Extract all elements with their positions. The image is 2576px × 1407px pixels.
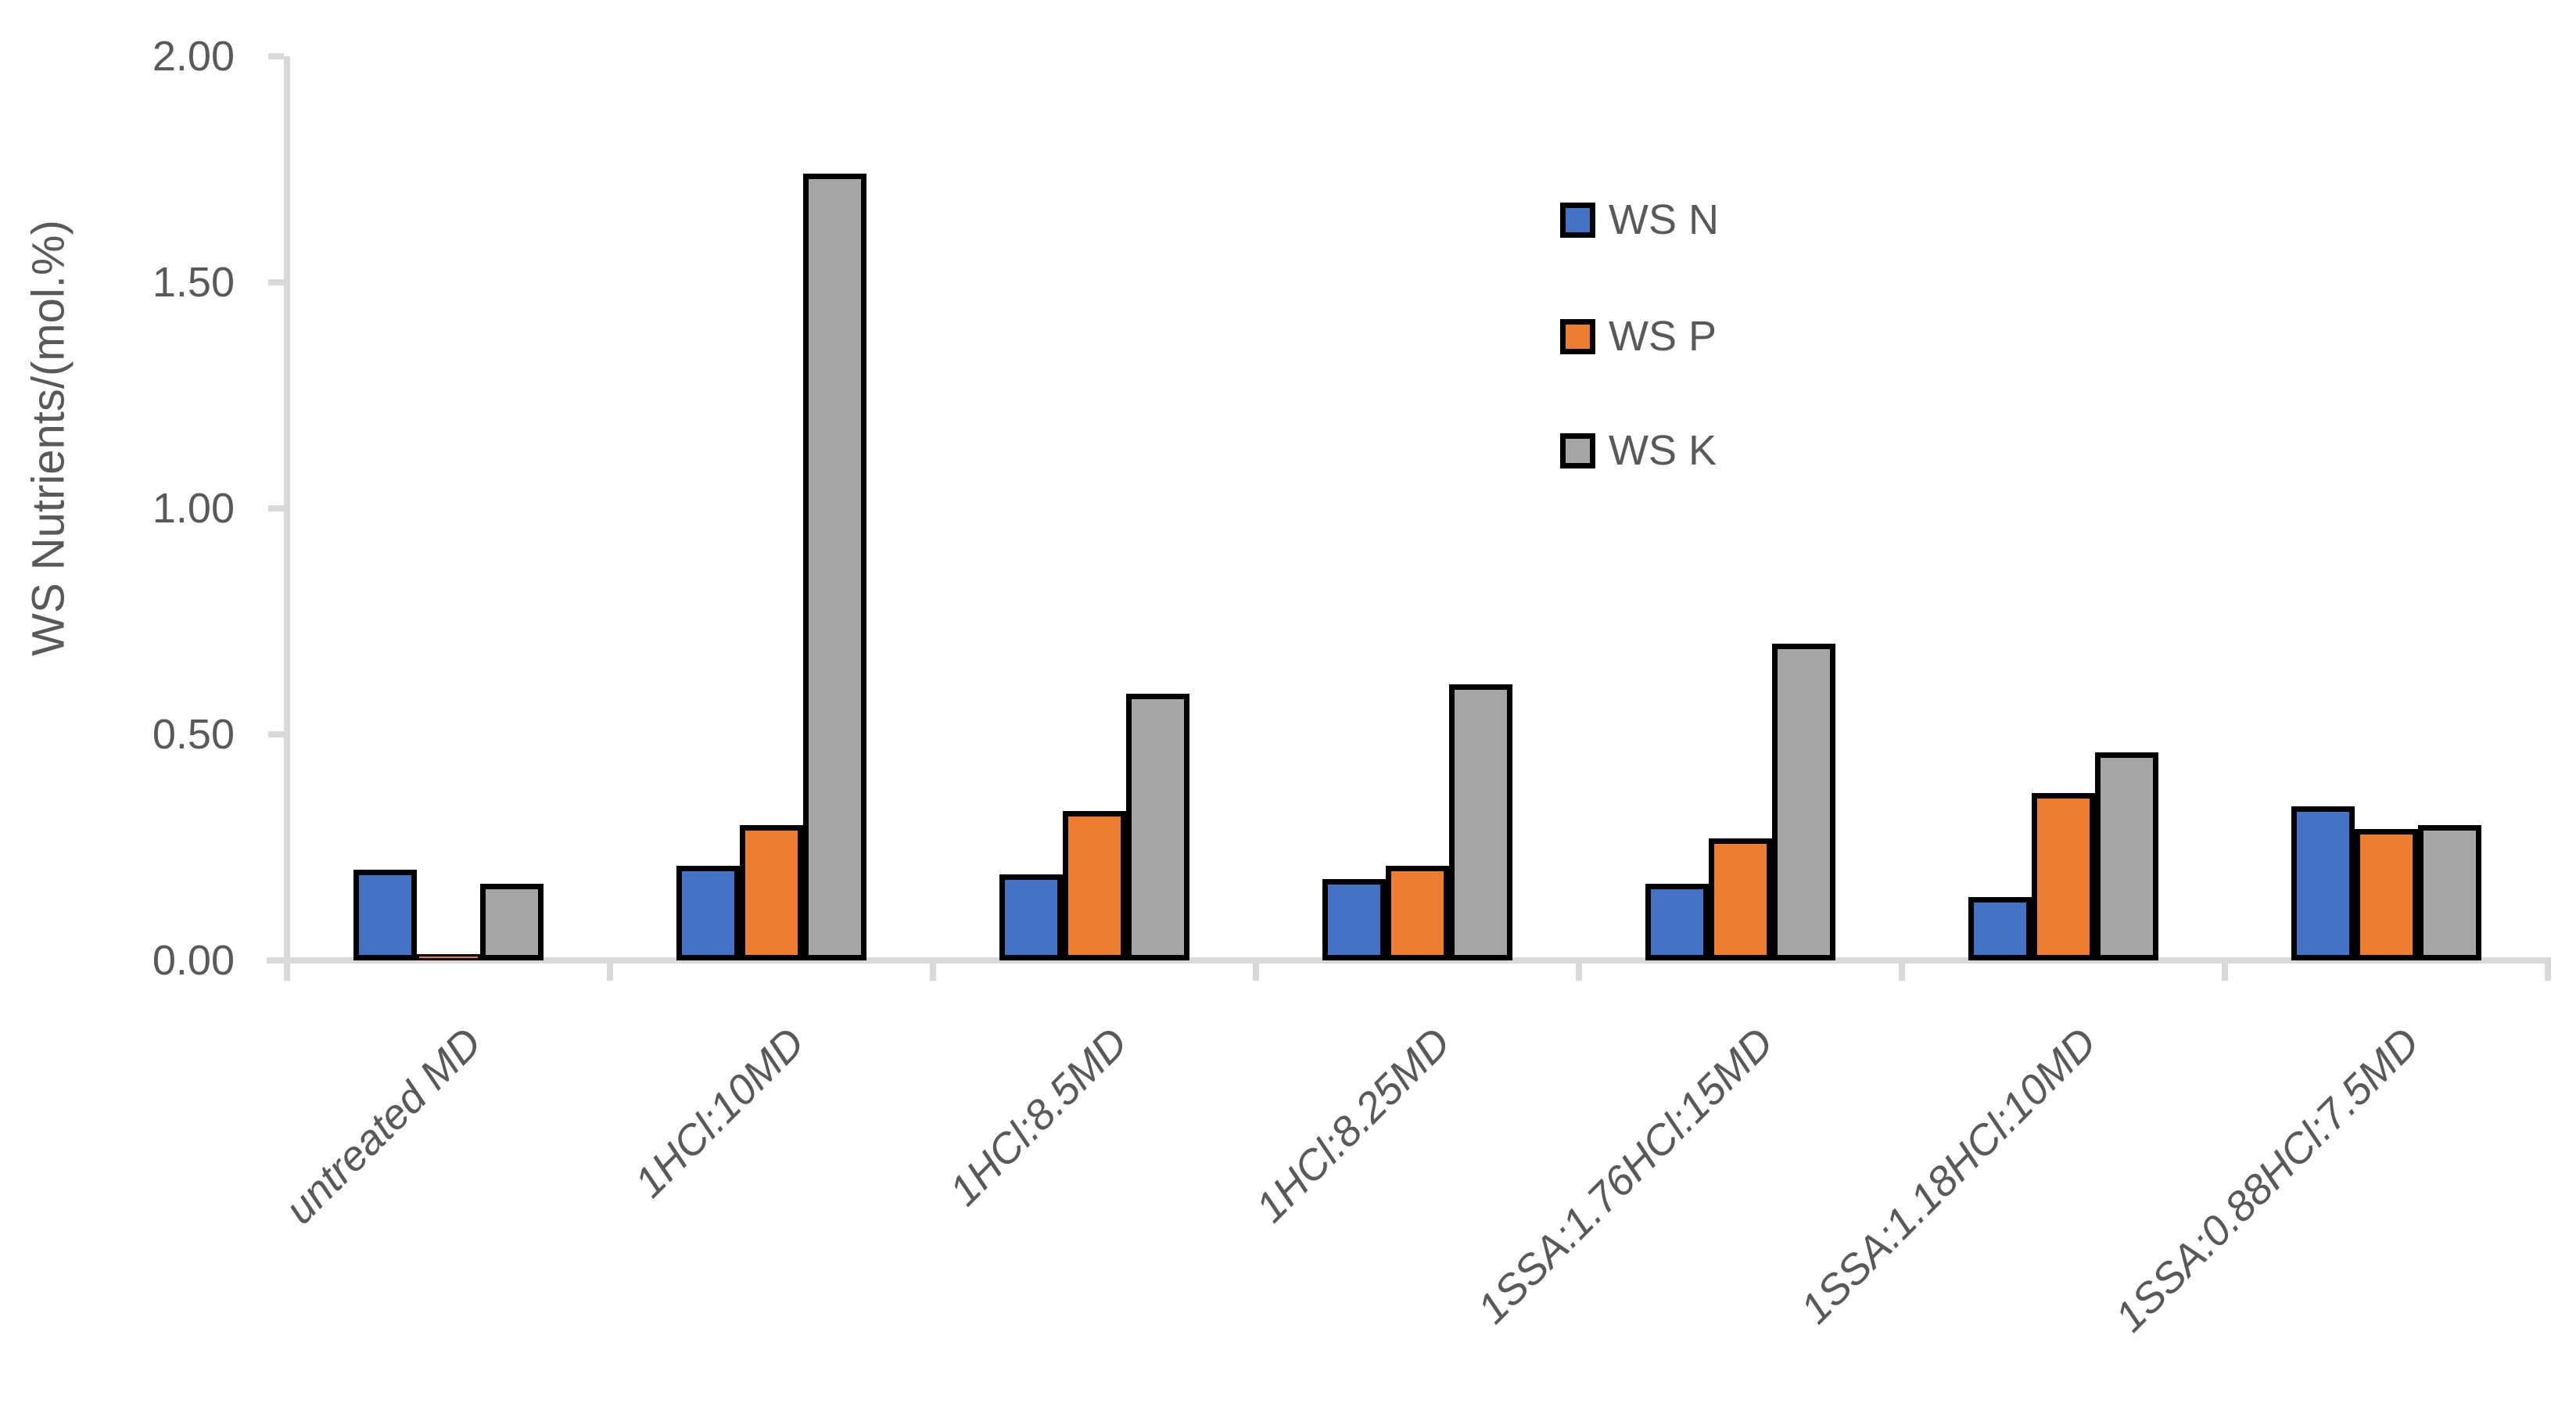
legend-label: WS P: [1609, 313, 1717, 360]
bar-ws-k-1ssa-1-18hcl-10md: [2095, 752, 2158, 960]
x-axis-tick: [2545, 964, 2551, 981]
bar-ws-n-1hcl-10md: [676, 866, 740, 960]
legend-item-ws-p: WS P: [1560, 313, 1717, 360]
bar-ws-p-1ssa-0-88hcl-7-5md: [2355, 829, 2418, 960]
legend-swatch-ws-n: [1560, 202, 1595, 238]
bar-ws-p-1ssa-1-18hcl-10md: [2032, 793, 2095, 960]
bar-ws-n-1hcl-8-5md: [999, 874, 1063, 960]
bar-ws-k-1hcl-8-25md: [1449, 684, 1512, 960]
y-axis-tick: [268, 957, 284, 964]
y-axis-tick: [268, 279, 284, 285]
legend-label: WS N: [1609, 196, 1719, 243]
bar-ws-p-1hcl-8-25md: [1386, 866, 1449, 960]
legend-item-ws-n: WS N: [1560, 196, 1719, 243]
bar-ws-n-1hcl-8-25md: [1322, 879, 1386, 960]
x-axis-tick: [1253, 964, 1259, 981]
bar-ws-k-1hcl-10md: [803, 174, 866, 960]
x-axis-tick: [930, 964, 936, 981]
x-axis-tick: [2222, 964, 2228, 981]
bar-ws-k-1ssa-0-88hcl-7-5md: [2418, 825, 2481, 960]
y-tick-label: 0.00: [152, 937, 235, 984]
y-tick-label: 1.50: [152, 259, 235, 306]
bar-ws-n-untreated-md: [353, 870, 417, 960]
y-axis-tick: [268, 731, 284, 738]
bar-ws-k-untreated-md: [480, 884, 544, 960]
y-tick-label: 2.00: [152, 33, 235, 80]
legend-label: WS K: [1609, 427, 1717, 474]
legend-swatch-ws-k: [1560, 433, 1595, 468]
bar-ws-k-1ssa-1-76hcl-15md: [1772, 644, 1835, 960]
bar-ws-n-1ssa-1-76hcl-15md: [1645, 884, 1709, 960]
y-axis-tick: [268, 505, 284, 511]
y-axis-line: [284, 56, 290, 964]
y-axis-tick: [268, 53, 284, 59]
bar-ws-k-1hcl-8-5md: [1126, 694, 1189, 960]
x-category-label: untreated MD: [275, 1018, 490, 1233]
legend-item-ws-k: WS K: [1560, 427, 1717, 474]
x-axis-tick: [284, 964, 290, 981]
bar-ws-p-untreated-md: [417, 954, 480, 960]
x-axis-tick: [1899, 964, 1905, 981]
bar-ws-n-1ssa-1-18hcl-10md: [1968, 897, 2032, 960]
bar-ws-p-1hcl-10md: [740, 825, 803, 960]
y-tick-label: 0.50: [152, 711, 235, 758]
x-axis-line: [267, 957, 2551, 964]
y-tick-label: 1.00: [152, 485, 235, 532]
legend-swatch-ws-p: [1560, 318, 1595, 354]
bar-ws-n-1ssa-0-88hcl-7-5md: [2291, 806, 2355, 960]
bar-ws-p-1hcl-8-5md: [1063, 811, 1126, 960]
x-axis-tick: [607, 964, 613, 981]
x-axis-tick: [1576, 964, 1582, 981]
bar-ws-p-1ssa-1-76hcl-15md: [1709, 838, 1772, 960]
